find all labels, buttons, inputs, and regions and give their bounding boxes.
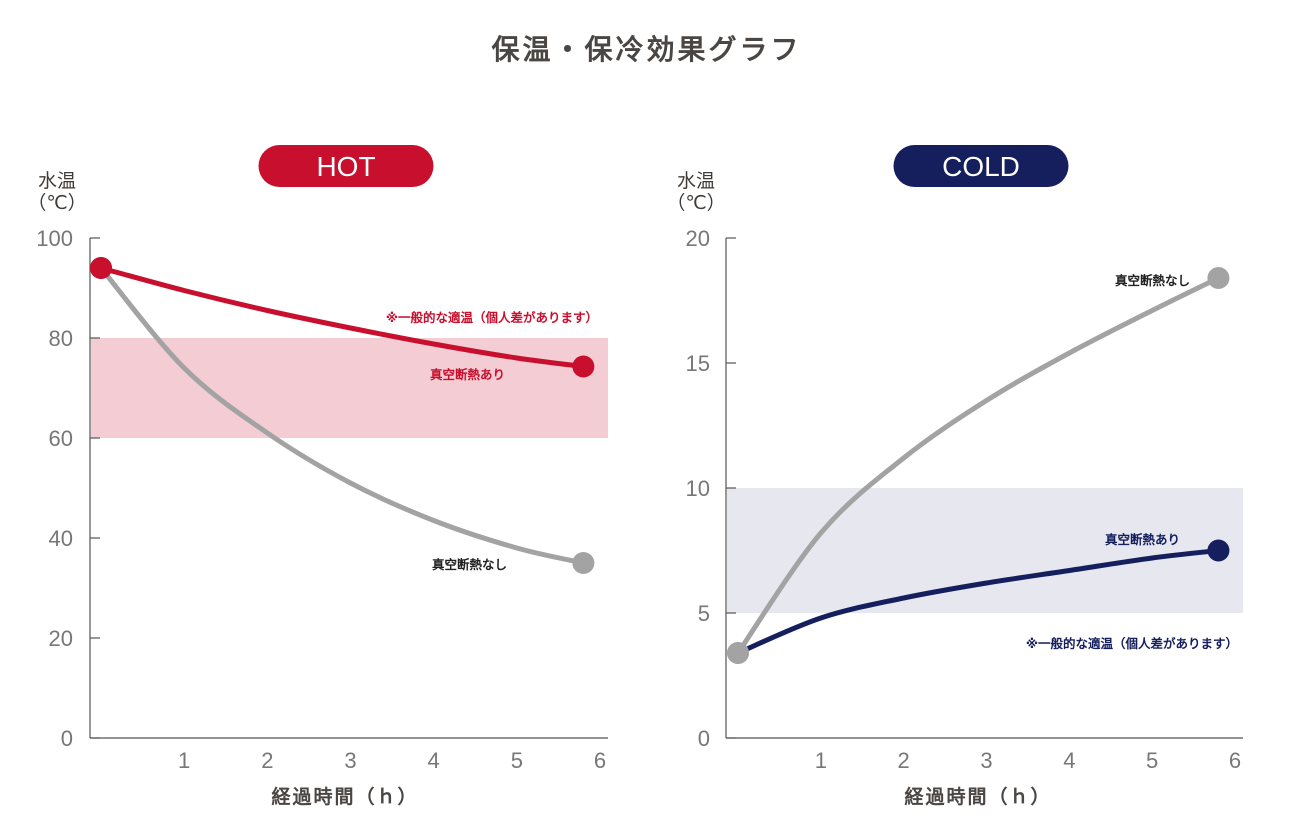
cold-series-line-1 [735, 275, 1221, 656]
cold-series-label-2: 真空断熱あり [1105, 532, 1180, 547]
cold-series-line-2 [735, 548, 1221, 656]
hot-x-tick-label: 2 [261, 748, 273, 773]
cold-x-tick-label: 4 [1063, 748, 1075, 773]
cold-comfort-band [727, 488, 1243, 613]
hot-end-point-1 [572, 355, 595, 378]
cold-x-tick-label: 6 [1229, 748, 1241, 773]
hot-comfort-note: ※一般的な適温（個人差があります） [386, 310, 598, 325]
cold-series-label-1: 真空断熱なし [1115, 273, 1190, 288]
hot-x-tick-label: 5 [511, 748, 523, 773]
hot-series-line-1 [98, 265, 586, 369]
page-title: 保温・保冷効果グラフ [491, 33, 802, 66]
hot-start-point [90, 257, 112, 279]
cold-end-point-1 [1207, 267, 1230, 289]
cold-end-point-2 [1207, 539, 1230, 562]
cold-x-tick-label: 1 [815, 748, 827, 773]
hot-y-unit: （℃） [27, 192, 86, 214]
cold-y-tick-label: 15 [686, 351, 710, 376]
hot-y-tick-label: 20 [49, 626, 73, 651]
cold-y-tick-label: 20 [686, 226, 710, 251]
cold-x-label: 経過時間（ｈ） [904, 785, 1051, 808]
hot-x-tick-label: 6 [594, 748, 606, 773]
hot-x-label: 経過時間（ｈ） [271, 785, 418, 808]
cold-y-label: 水温 [677, 170, 715, 192]
cold-y-tick-label: 5 [698, 601, 710, 626]
cold-x-tick-label: 5 [1146, 748, 1158, 773]
cold-y-unit: （℃） [666, 192, 725, 214]
hot-y-label: 水温 [38, 170, 76, 192]
cold-badge [893, 145, 1069, 187]
hot-y-tick-label: 80 [49, 326, 73, 351]
hot-comfort-band [91, 338, 608, 438]
cold-x-tick-label: 3 [980, 748, 992, 773]
cold-y-tick-label: 10 [686, 476, 710, 501]
hot-y-tick-label: 0 [61, 726, 73, 751]
cold-start-point [727, 642, 749, 664]
cold-y-tick-label: 0 [698, 726, 710, 751]
hot-x-tick-label: 3 [344, 748, 356, 773]
hot-y-tick-label: 100 [36, 226, 73, 251]
hot-badge [258, 145, 434, 187]
cold-badge-label: COLD [942, 151, 1020, 182]
cold-comfort-note: ※一般的な適温（個人差があります） [1026, 636, 1238, 651]
hot-end-point-2 [572, 552, 595, 574]
hot-series-label-2: 真空断熱なし [432, 557, 507, 572]
hot-series-line-2 [98, 265, 586, 566]
hot-x-tick-label: 4 [428, 748, 440, 773]
hot-x-tick-label: 1 [178, 748, 190, 773]
hot-y-tick-label: 40 [49, 526, 73, 551]
cold-x-tick-label: 2 [898, 748, 910, 773]
hot-y-tick-label: 60 [49, 426, 73, 451]
hot-series-label-1: 真空断熱あり [430, 367, 505, 382]
hot-badge-label: HOT [316, 151, 375, 182]
